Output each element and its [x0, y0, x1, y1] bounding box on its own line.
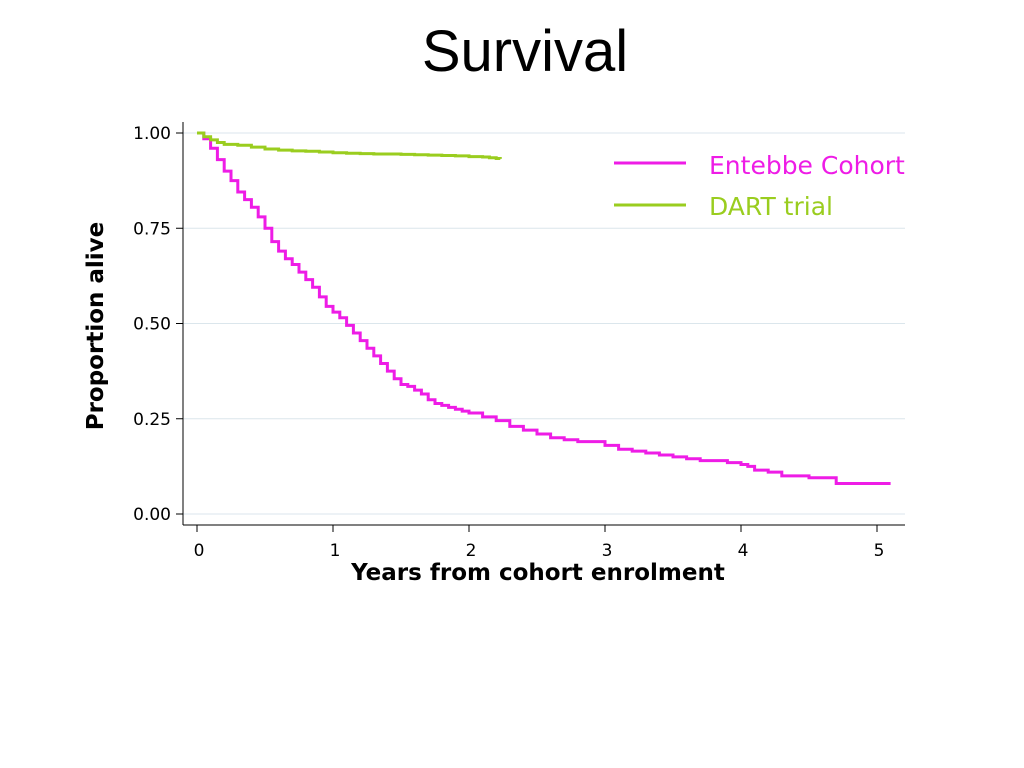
series-line-entebbe-cohort: [197, 131, 891, 486]
x-tick-label: 1: [330, 541, 341, 561]
legend: Entebbe Cohort DART trial: [614, 151, 905, 221]
y-tick-label: 0.00: [133, 505, 171, 525]
y-tick-label: 0.50: [133, 315, 171, 335]
x-tick-label: 4: [738, 541, 749, 561]
x-tick-label: 5: [874, 541, 885, 561]
x-tick-label: 2: [466, 541, 477, 561]
y-tick-label: 0.25: [133, 410, 171, 430]
y-tick-label: 0.75: [133, 219, 171, 239]
series-line-dart-trial: [197, 131, 502, 161]
gridlines: [183, 132, 905, 515]
y-axis-title: Proportion alive: [83, 222, 109, 431]
series-lines: [197, 131, 891, 486]
legend-label-entebbe: Entebbe Cohort: [709, 151, 905, 180]
x-tick-label: 0: [194, 541, 205, 561]
legend-label-dart: DART trial: [709, 192, 833, 221]
x-tick-label: 3: [602, 541, 613, 561]
x-ticks: 0 1 2 3 4 5: [194, 525, 885, 561]
x-axis-title: Years from cohort enrolment: [350, 560, 725, 586]
y-ticks: 0.00 0.25 0.50 0.75 1.00: [133, 124, 183, 525]
slide-title: Survival: [421, 19, 629, 84]
y-tick-label: 1.00: [133, 124, 171, 144]
